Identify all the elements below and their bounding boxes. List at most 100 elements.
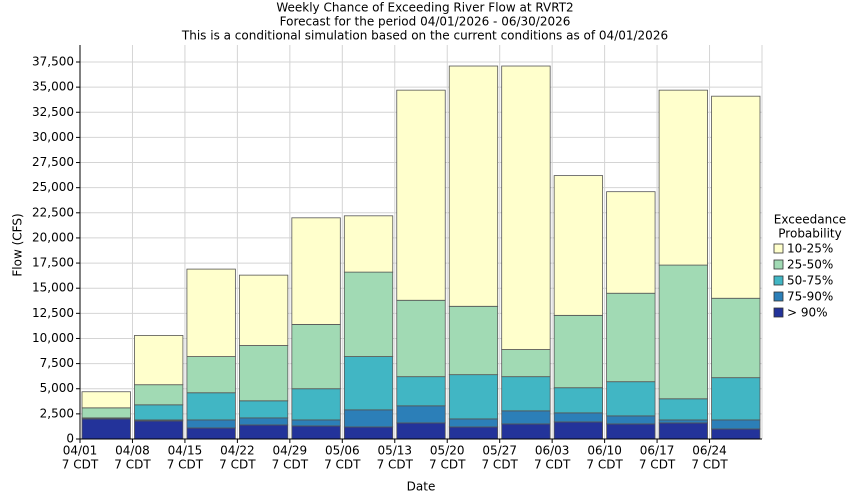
bar-segment <box>553 412 604 423</box>
bar-segment <box>134 384 184 406</box>
bar-segment <box>448 65 499 307</box>
legend-label: > 90% <box>787 306 828 320</box>
bar-segment <box>606 381 656 417</box>
bar-segment <box>553 314 604 389</box>
bar-segment <box>291 217 341 325</box>
bar-segment <box>186 356 236 394</box>
y-tick-label: 35,000 <box>32 80 74 94</box>
y-tick-label: 25,000 <box>32 180 74 194</box>
bar-segment <box>448 305 499 376</box>
bar-segment <box>501 376 551 412</box>
bar-segment <box>501 349 551 378</box>
y-tick-label: 12,500 <box>32 306 74 320</box>
legend-swatch <box>773 307 784 318</box>
x-tick-label: 04/15 <box>168 444 203 458</box>
bar-segment <box>553 387 604 414</box>
x-tick-label: 05/13 <box>377 444 412 458</box>
x-tick-label: 06/24 <box>692 444 727 458</box>
bar-segment <box>134 404 184 421</box>
y-tick-label: 5,000 <box>40 381 74 395</box>
bar-segment <box>658 419 708 424</box>
x-tick-label: 7 CDT <box>429 458 466 472</box>
y-tick-label: 15,000 <box>32 281 74 295</box>
x-tick-label: 7 CDT <box>167 458 204 472</box>
bar-segment <box>343 215 394 273</box>
bar-segment <box>238 345 289 402</box>
bar-segment <box>711 95 761 299</box>
x-tick-label: 05/06 <box>325 444 360 458</box>
legend-title: Exceedance <box>774 213 846 227</box>
x-tick-label: 06/10 <box>587 444 622 458</box>
x-tick-label: 04/22 <box>220 444 255 458</box>
y-tick-label: 30,000 <box>32 130 74 144</box>
bar-segment <box>186 392 236 421</box>
x-tick-label: 7 CDT <box>481 458 518 472</box>
bar-segment <box>711 297 761 379</box>
legend-label: 10-25% <box>787 242 833 256</box>
y-tick-label: 2,500 <box>40 406 74 420</box>
y-tick-label: 0 <box>66 432 74 446</box>
legend-swatch <box>773 275 784 286</box>
bar-segment <box>134 420 184 440</box>
bar-segment <box>396 422 446 440</box>
x-tick-label: 7 CDT <box>377 458 414 472</box>
x-tick-label: 05/20 <box>430 444 465 458</box>
x-tick-label: 7 CDT <box>114 458 151 472</box>
bar-segment <box>396 405 446 424</box>
x-tick-label: 05/27 <box>482 444 517 458</box>
x-axis-label: Date <box>407 480 436 494</box>
bar-segment <box>553 175 604 316</box>
bar-segment <box>448 374 499 420</box>
bar-segment <box>134 335 184 386</box>
bar-segment <box>291 323 341 390</box>
bar-segment <box>606 423 656 440</box>
bar-segment <box>238 274 289 346</box>
chart-subtitle: This is a conditional simulation based o… <box>181 29 668 43</box>
x-tick-label: 04/08 <box>115 444 150 458</box>
bar-segment <box>501 410 551 425</box>
bar-segment <box>711 377 761 421</box>
y-tick-label: 20,000 <box>32 230 74 244</box>
chart-title: Weekly Chance of Exceeding River Flow at… <box>276 1 573 15</box>
legend-swatch <box>773 291 784 302</box>
y-tick-label: 10,000 <box>32 331 74 345</box>
x-tick-label: 7 CDT <box>272 458 309 472</box>
bar-segment <box>606 292 656 383</box>
bar-segment <box>186 419 236 429</box>
y-tick-label: 37,500 <box>32 55 74 69</box>
y-tick-label: 22,500 <box>32 205 74 219</box>
bar-segment <box>711 419 761 430</box>
x-tick-label: 7 CDT <box>534 458 571 472</box>
legend-label: 75-90% <box>787 290 833 304</box>
bar-segment <box>186 427 236 440</box>
legend-label: 25-50% <box>787 258 833 272</box>
bar-segment <box>343 271 394 357</box>
x-tick-label: 04/29 <box>273 444 308 458</box>
bar-segment <box>448 426 499 440</box>
bar-segment <box>501 65 551 350</box>
bar-segment <box>238 400 289 419</box>
bar-segment <box>291 388 341 421</box>
legend-label: 50-75% <box>787 274 833 288</box>
bar-segment <box>396 299 446 378</box>
y-axis-label: Flow (CFS) <box>11 213 25 276</box>
x-tick-label: 7 CDT <box>219 458 256 472</box>
bar-segment <box>238 424 289 440</box>
y-tick-label: 32,500 <box>32 105 74 119</box>
bar-segment <box>711 428 761 440</box>
bar-segment <box>343 409 394 428</box>
bar-segment <box>448 418 499 428</box>
bar-segment <box>291 425 341 440</box>
bar-segment <box>658 422 708 440</box>
bar-segment <box>553 421 604 440</box>
y-tick-label: 27,500 <box>32 155 74 169</box>
bar-segment <box>238 417 289 426</box>
bar-segment <box>81 391 131 409</box>
x-tick-label: 7 CDT <box>691 458 728 472</box>
y-tick-label: 17,500 <box>32 256 74 270</box>
bar-segment <box>606 415 656 425</box>
x-tick-label: 7 CDT <box>586 458 623 472</box>
bar-segment <box>396 89 446 301</box>
x-tick-label: 04/01 <box>63 444 98 458</box>
